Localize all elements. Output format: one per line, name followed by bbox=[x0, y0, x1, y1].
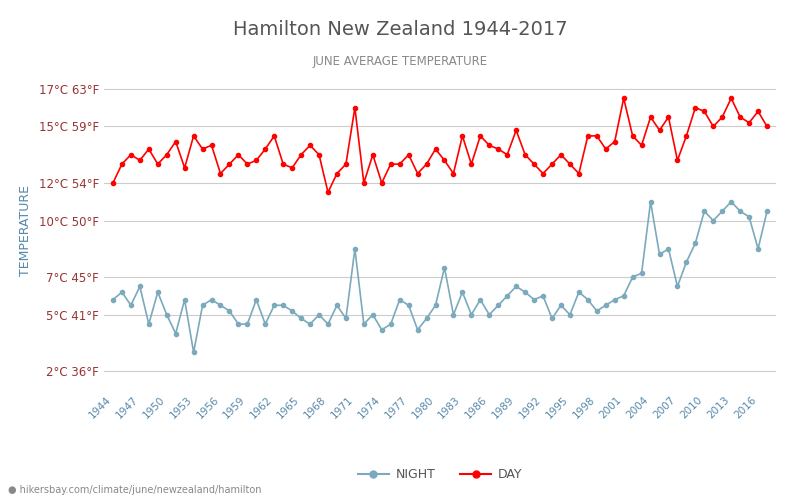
Text: ● hikersbay.com/climate/june/newzealand/hamilton: ● hikersbay.com/climate/june/newzealand/… bbox=[8, 485, 262, 495]
Legend: NIGHT, DAY: NIGHT, DAY bbox=[353, 463, 527, 486]
Text: Hamilton New Zealand 1944-2017: Hamilton New Zealand 1944-2017 bbox=[233, 20, 567, 39]
Y-axis label: TEMPERATURE: TEMPERATURE bbox=[19, 184, 32, 276]
Text: JUNE AVERAGE TEMPERATURE: JUNE AVERAGE TEMPERATURE bbox=[313, 55, 487, 68]
